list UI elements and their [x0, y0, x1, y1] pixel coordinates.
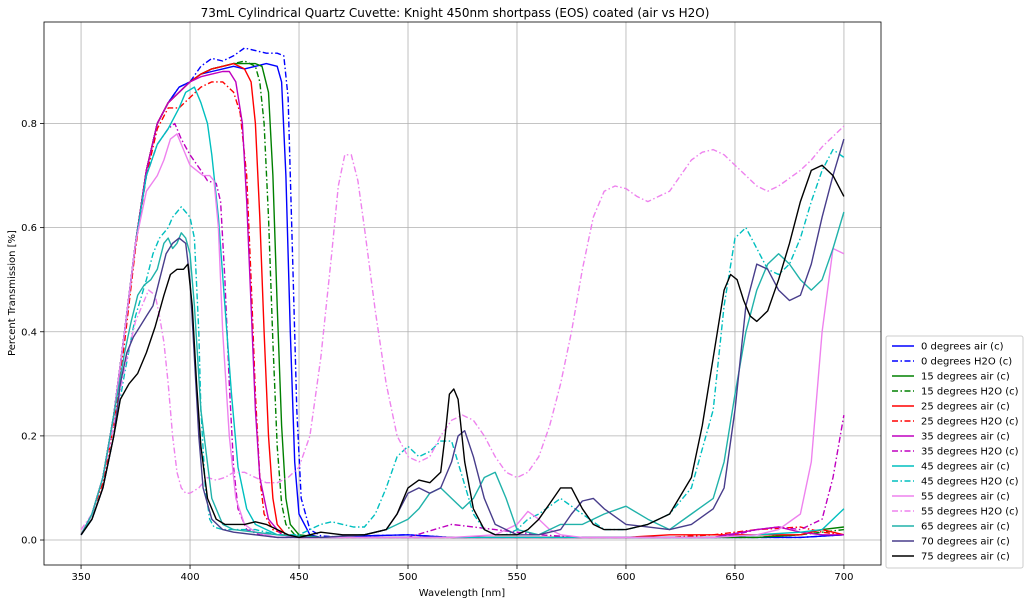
y-tick-label: 0.4	[21, 327, 37, 338]
x-tick-label: 450	[289, 572, 308, 583]
series-line	[80, 138, 845, 539]
plot-area: 350 400 450 500 550 600 650 700 0.0 0.2 0.4 0.6 0.8	[21, 21, 882, 583]
x-tick-label: 650	[725, 572, 744, 583]
legend-entry-label: 65 degrees air (c)	[921, 522, 1010, 533]
x-tick-label: 700	[834, 572, 853, 583]
x-tick-label: 600	[616, 572, 635, 583]
legend-entry-label: 75 degrees air (c)	[921, 552, 1010, 563]
legend-entry-label: 35 degrees air (c)	[921, 432, 1010, 443]
legend-entry-label: 45 degrees air (c)	[921, 462, 1010, 473]
legend-entry-label: 55 degrees air (c)	[921, 492, 1010, 503]
series-line	[80, 148, 845, 536]
x-tick-label: 550	[507, 572, 526, 583]
y-tick-label: 0.0	[21, 536, 37, 547]
axis-ticks: 350 400 450 500 550 600 650 700 0.0 0.2 0.4 0.6 0.8	[21, 119, 853, 583]
legend-entry-label: 70 degrees air (c)	[921, 537, 1010, 548]
legend-entry-label: 0 degrees H2O (c)	[921, 357, 1012, 368]
legend-entry-label: 15 degrees air (c)	[921, 372, 1010, 383]
x-tick-label: 500	[398, 572, 417, 583]
legend-entry-label: 35 degrees H2O (c)	[921, 447, 1019, 458]
y-tick-label: 0.6	[21, 223, 37, 234]
series-line	[80, 164, 845, 539]
legend-entry-label: 25 degrees H2O (c)	[921, 417, 1019, 428]
legend-entry-label: 25 degrees air (c)	[921, 402, 1010, 413]
y-axis-label: Percent Transmission [%]	[7, 230, 18, 356]
legend-entry-label: 15 degrees H2O (c)	[921, 387, 1019, 398]
legend-entry-label: 45 degrees H2O (c)	[921, 477, 1019, 488]
x-tick-label: 350	[72, 572, 91, 583]
legend-box	[885, 335, 1024, 569]
plot-frame	[43, 21, 882, 566]
series-lines	[80, 47, 845, 539]
y-tick-label: 0.8	[21, 119, 37, 130]
legend-entry-label: 55 degrees H2O (c)	[921, 507, 1019, 518]
series-line	[80, 125, 845, 531]
x-tick-label: 400	[180, 572, 199, 583]
x-axis-label: Wavelength [nm]	[419, 588, 505, 599]
chart-title: 73mL Cylindrical Quartz Cuvette: Knight …	[201, 6, 710, 20]
legend: 0 degrees air (c) 0 degrees H2O (c) 15 deg…	[885, 335, 1024, 569]
y-tick-label: 0.2	[21, 431, 37, 442]
legend-entry-label: 0 degrees air (c)	[921, 342, 1004, 353]
